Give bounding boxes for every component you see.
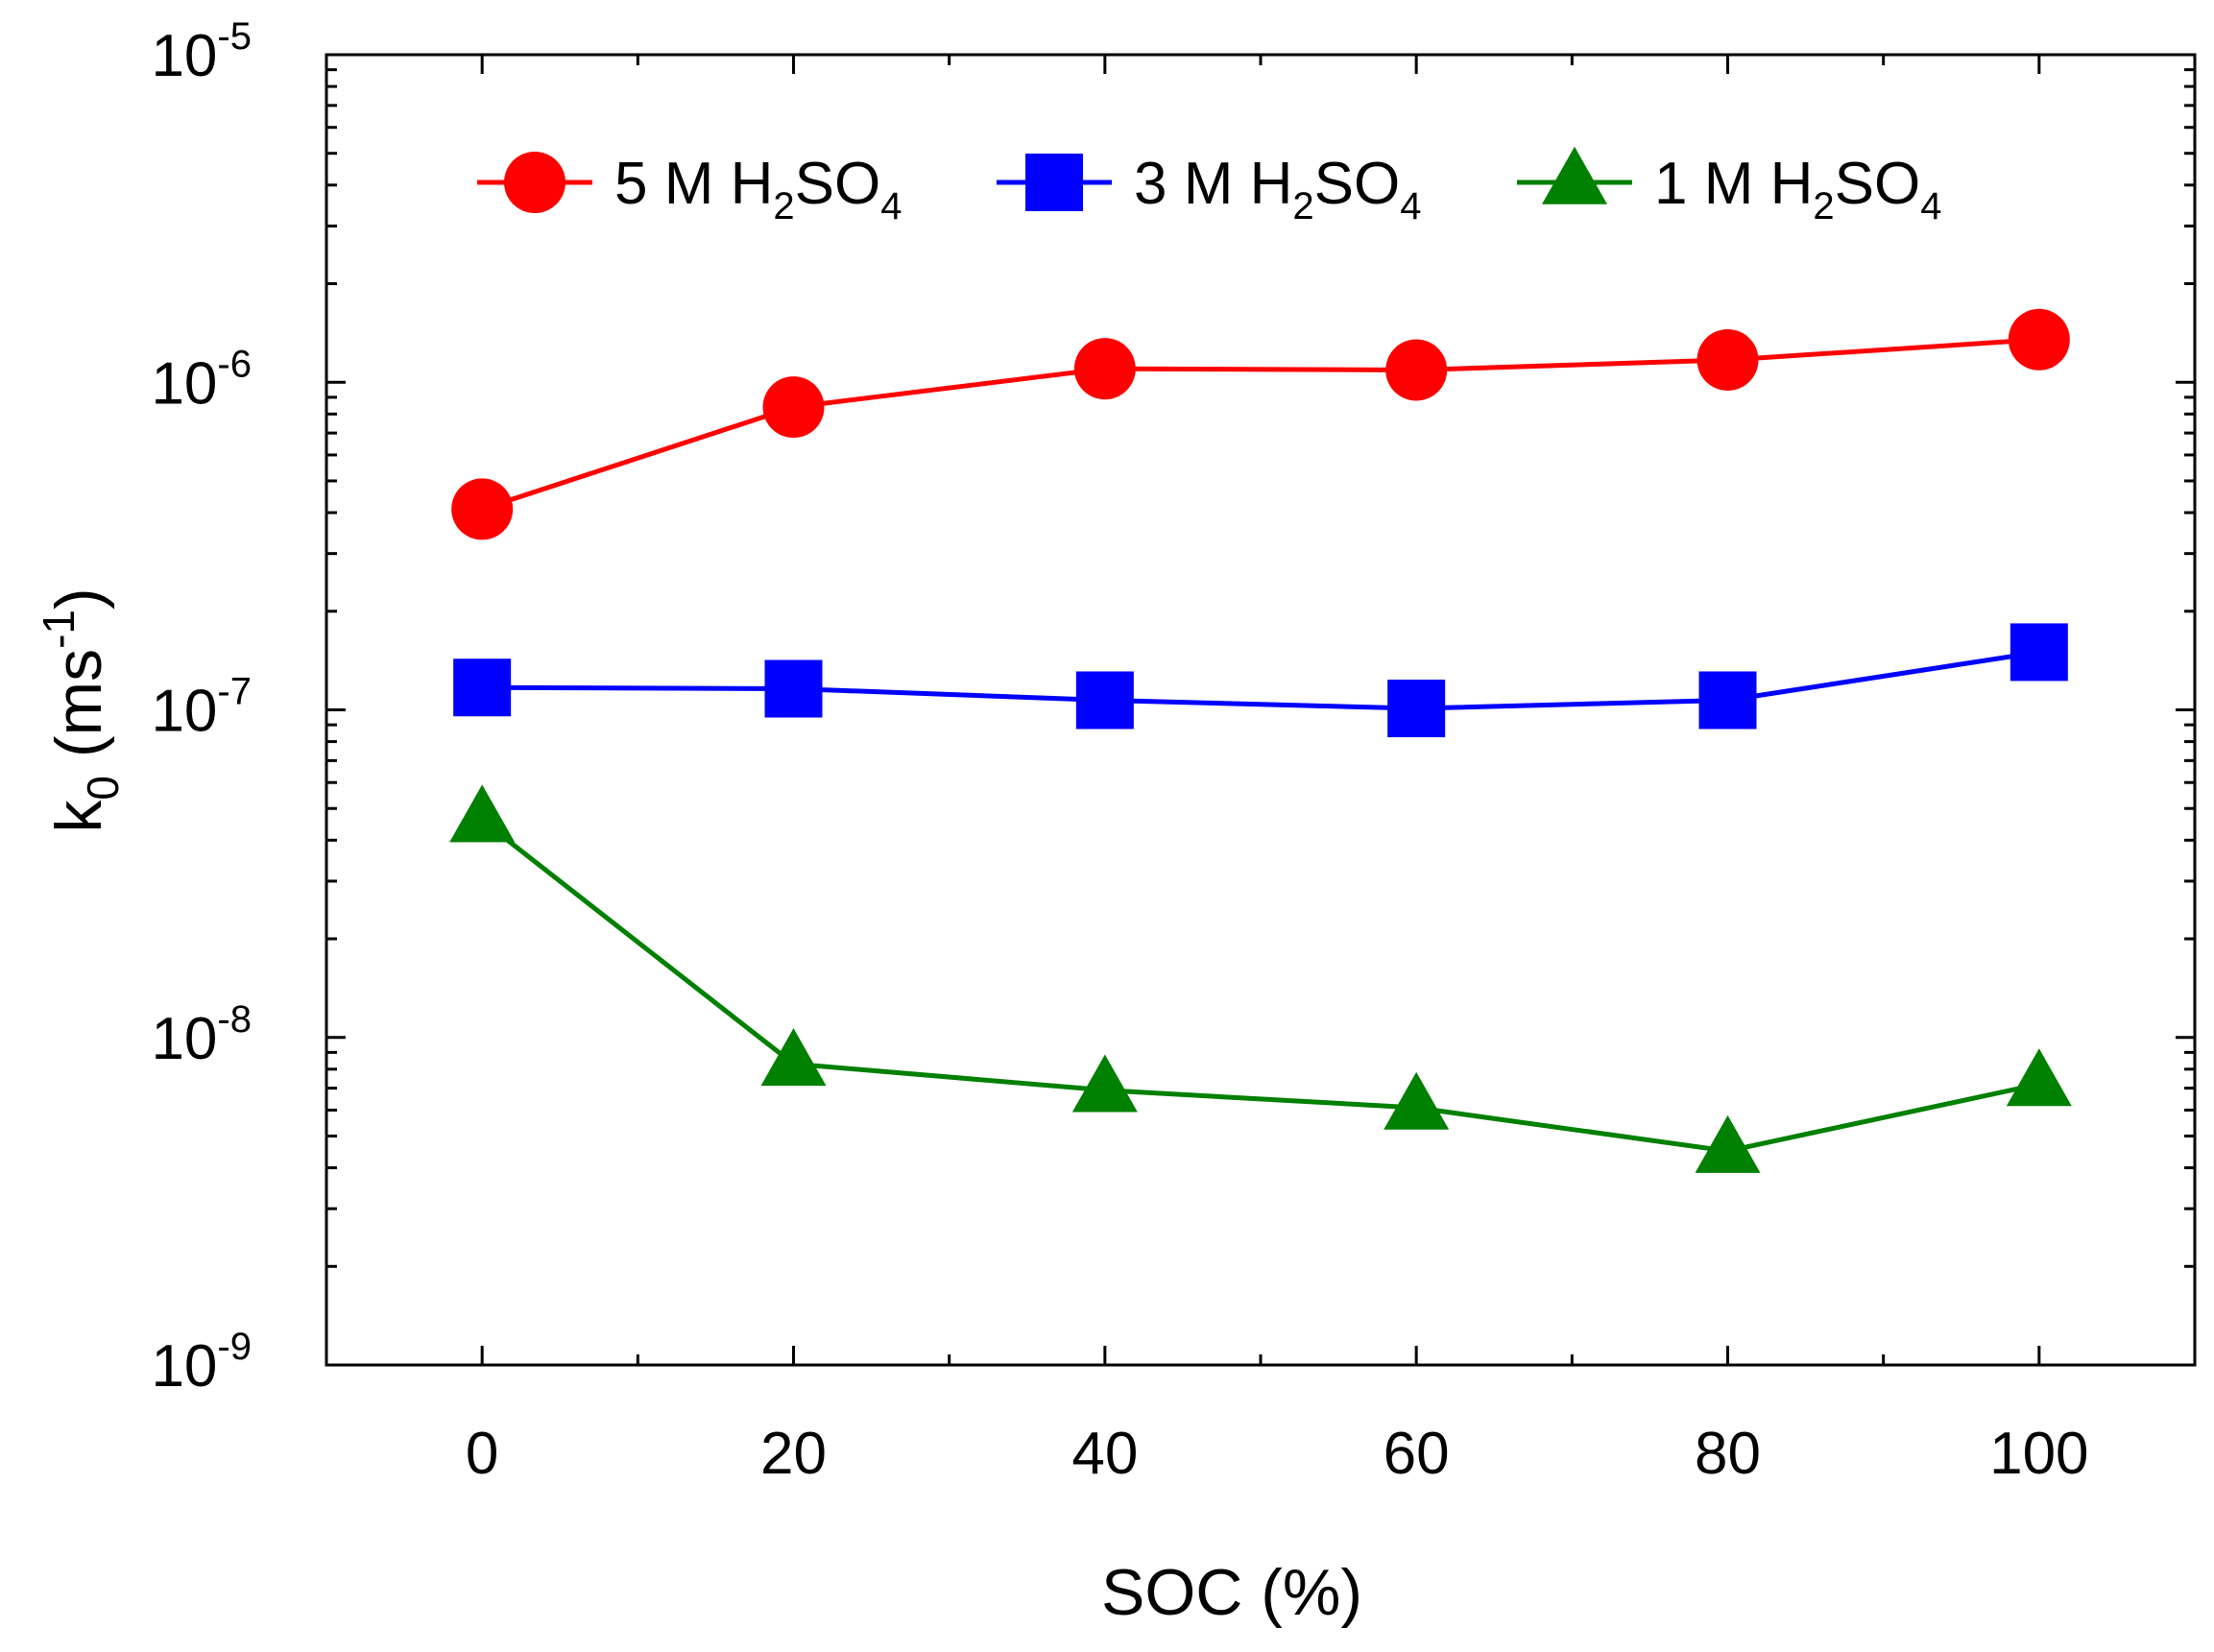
data-point xyxy=(1698,671,1757,730)
x-tick-label: 100 xyxy=(1989,1421,2088,1487)
data-point xyxy=(1385,339,1448,401)
y-tick-label: 10-5 xyxy=(151,15,252,89)
data-point xyxy=(453,658,512,717)
series-circle xyxy=(451,308,2070,540)
data-point xyxy=(1697,328,1759,391)
series-line xyxy=(481,337,2039,512)
data-point xyxy=(1695,1114,1761,1173)
x-tick-label: 40 xyxy=(1071,1421,1138,1487)
data-point xyxy=(1387,680,1446,738)
y-tick-label: 10-9 xyxy=(151,1326,252,1400)
legend-marker xyxy=(1542,146,1607,204)
y-axis-label: k0 (ms-1) xyxy=(34,587,128,832)
data-point xyxy=(762,376,825,439)
legend-marker xyxy=(1025,154,1083,211)
data-point xyxy=(1071,1054,1138,1113)
axis-labels: SOC (%) k0 (ms-1) xyxy=(34,587,1362,1629)
data-point xyxy=(2006,1048,2072,1107)
data-point xyxy=(1075,671,1134,730)
legend-label: 5 M H2SO4 xyxy=(614,151,902,227)
legend-label: 3 M H2SO4 xyxy=(1134,151,1421,227)
x-tick-label: 0 xyxy=(466,1421,498,1487)
series-layer xyxy=(449,308,2072,1173)
y-tick-label: 10-8 xyxy=(151,998,252,1072)
x-tick-label: 80 xyxy=(1695,1421,1761,1487)
data-point xyxy=(449,784,516,843)
legend-label: 1 M H2SO4 xyxy=(1654,151,1941,227)
data-point xyxy=(2009,623,2068,682)
legend-item: 3 M H2SO4 xyxy=(997,151,1421,227)
legend-marker xyxy=(504,152,566,213)
legend: 5 M H2SO4 3 M H2SO4 1 M H2SO4 xyxy=(477,146,1941,227)
data-point xyxy=(2008,308,2070,371)
series-line xyxy=(482,649,2040,711)
legend-item: 5 M H2SO4 xyxy=(477,151,902,227)
x-tick-label: 60 xyxy=(1384,1421,1450,1487)
y-tick-label: 10-6 xyxy=(151,343,252,417)
series-square xyxy=(453,623,2068,738)
y-tick-label: 10-7 xyxy=(151,671,252,745)
series-triangle xyxy=(449,784,2072,1173)
legend-item: 1 M H2SO4 xyxy=(1517,146,1941,227)
data-point xyxy=(764,659,823,718)
x-tick-label: 20 xyxy=(760,1421,827,1487)
plot-border xyxy=(325,53,2197,1367)
axis-ticks: 0 20 40 60 80 100 10-9 10-8 10-7 10-6 10-5 xyxy=(151,15,2197,1487)
plot-frame xyxy=(325,53,2197,1367)
data-point xyxy=(451,478,514,540)
x-axis-label: SOC (%) xyxy=(1101,1556,1362,1629)
data-point xyxy=(1073,338,1136,400)
series-line xyxy=(480,818,2040,1154)
data-point xyxy=(760,1028,827,1087)
data-point xyxy=(1384,1071,1450,1130)
